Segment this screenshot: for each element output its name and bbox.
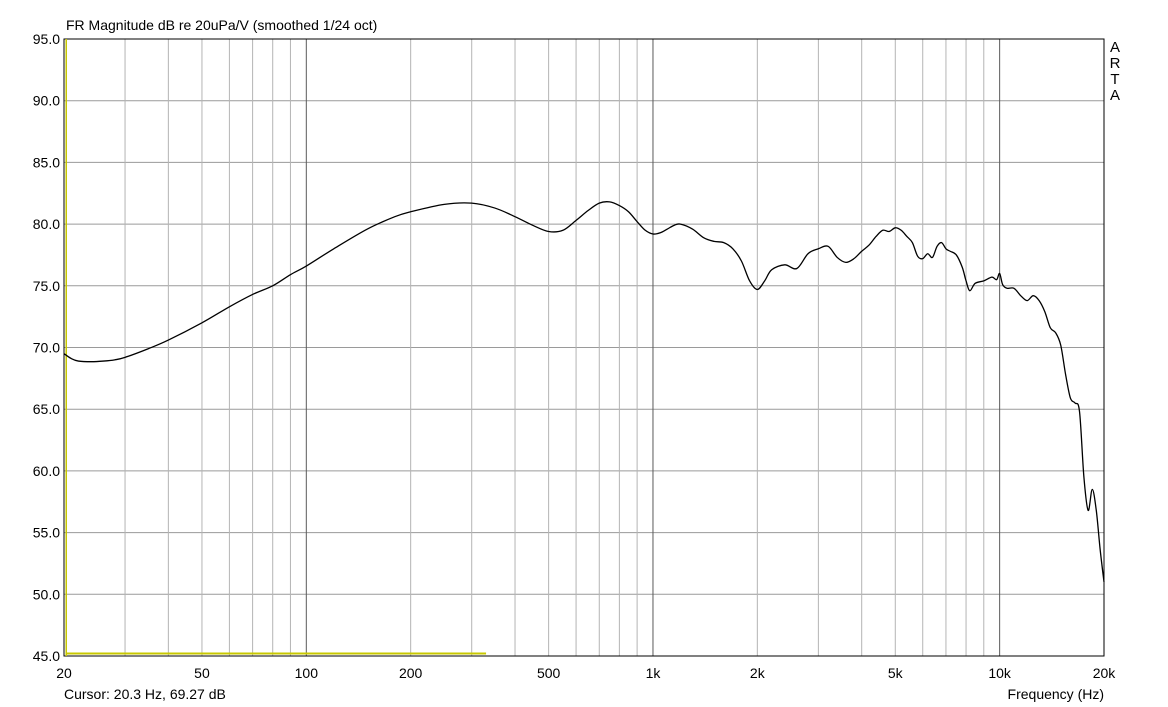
- y-tick-label: 85.0: [33, 154, 60, 170]
- x-tick-label: 2k: [750, 665, 766, 681]
- y-tick-label: 65.0: [33, 401, 60, 417]
- y-tick-label: 75.0: [33, 278, 60, 294]
- y-tick-label: 50.0: [33, 586, 60, 602]
- series-group: [63, 201, 1105, 583]
- x-axis-label: Frequency (Hz): [1007, 686, 1104, 702]
- horizontal-gridlines: [64, 38, 1104, 657]
- y-tick-label: 55.0: [33, 525, 60, 541]
- arta-letter: A: [1109, 87, 1120, 104]
- x-tick-labels: 20 50 100 200 500 1k 2k 5k 10k 20k: [56, 665, 1116, 681]
- arta-letter: T: [1110, 71, 1120, 88]
- arta-letter: R: [1109, 55, 1121, 72]
- x-tick-label: 10k: [988, 665, 1012, 681]
- arta-letter: A: [1109, 39, 1120, 56]
- y-tick-label: 95.0: [33, 31, 60, 47]
- y-tick-label: 80.0: [33, 216, 60, 232]
- series-line: [63, 201, 1105, 583]
- x-tick-label: 20: [56, 665, 72, 681]
- x-tick-label: 50: [194, 665, 210, 681]
- y-tick-labels: 45.0 50.0 55.0 60.0 65.0 70.0 75.0 80.0 85.0 90.0…: [33, 31, 60, 664]
- y-tick-label: 90.0: [33, 93, 60, 109]
- x-tick-label: 500: [537, 665, 561, 681]
- y-tick-label: 60.0: [33, 463, 60, 479]
- plot-frame: [63, 38, 1105, 657]
- y-tick-label: 45.0: [33, 648, 60, 664]
- x-tick-label: 5k: [888, 665, 904, 681]
- x-tick-label: 100: [295, 665, 319, 681]
- x-tick-label: 20k: [1093, 665, 1117, 681]
- chart-title: FR Magnitude dB re 20uPa/V (smoothed 1/2…: [66, 17, 378, 33]
- vertical-gridlines: [124, 39, 1001, 656]
- x-tick-label: 1k: [646, 665, 662, 681]
- y-tick-label: 70.0: [33, 340, 60, 356]
- cursor-readout: Cursor: 20.3 Hz, 69.27 dB: [64, 686, 226, 702]
- x-tick-label: 200: [399, 665, 423, 681]
